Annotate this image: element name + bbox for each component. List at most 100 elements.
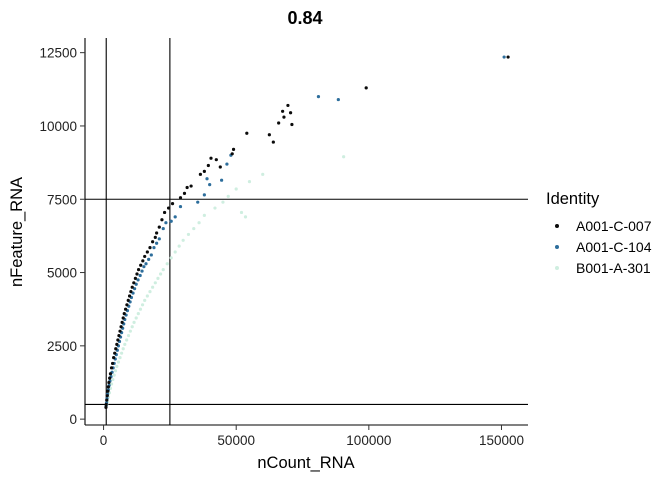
data-point: [156, 276, 160, 281]
x-tick-label: 0: [100, 433, 108, 448]
legend: Identity A001-C-007 A001-C-104 B001-A-301: [546, 190, 652, 276]
data-point: [152, 246, 156, 250]
y-tick-label: 12500: [39, 46, 77, 61]
data-point: [125, 303, 129, 307]
data-point: [138, 307, 143, 311]
data-point: [220, 178, 224, 182]
legend-items: A001-C-007 A001-C-104 B001-A-301: [555, 218, 652, 276]
data-point: [147, 257, 151, 261]
y-tick-label: 10000: [39, 119, 77, 134]
data-point: [196, 200, 200, 204]
data-point: [245, 131, 249, 135]
data-point: [155, 231, 159, 235]
data-point: [186, 232, 191, 237]
data-point: [113, 351, 117, 355]
data-point: [123, 342, 127, 346]
data-point: [206, 163, 210, 168]
legend-swatch: [555, 245, 559, 249]
data-point: [161, 226, 165, 231]
data-point: [134, 316, 138, 320]
data-point: [286, 103, 290, 108]
data-point: [226, 194, 230, 198]
data-point: [112, 373, 116, 377]
data-point: [117, 333, 121, 338]
data-point: [139, 263, 143, 267]
data-point: [178, 204, 183, 209]
data-point: [145, 250, 149, 254]
series-A001-C-104: [104, 55, 506, 408]
data-point: [225, 162, 229, 166]
data-point: [129, 290, 133, 294]
data-point: [112, 355, 116, 360]
data-point: [164, 221, 168, 225]
x-axis-title: nCount_RNA: [257, 454, 354, 472]
data-point: [136, 278, 140, 282]
x-tick-label: 150000: [479, 433, 524, 448]
data-point: [110, 361, 115, 366]
data-point: [178, 196, 183, 200]
data-point: [157, 225, 161, 229]
data-point: [153, 235, 157, 239]
data-point: [115, 342, 119, 346]
data-point: [288, 111, 293, 115]
data-point: [133, 276, 137, 281]
data-point: [151, 240, 155, 244]
data-point: [208, 182, 212, 187]
legend-title: Identity: [546, 190, 600, 208]
data-point: [153, 281, 157, 285]
data-point: [165, 262, 169, 266]
data-point: [141, 259, 145, 263]
data-point: [364, 86, 368, 90]
data-point: [169, 256, 173, 260]
data-point: [342, 155, 346, 159]
data-point: [136, 311, 140, 316]
data-point: [116, 360, 121, 364]
data-point: [143, 298, 147, 302]
data-point: [169, 219, 173, 223]
data-point: [166, 206, 171, 210]
data-point: [111, 377, 115, 382]
data-point: [230, 152, 234, 156]
data-point: [144, 262, 148, 266]
data-point: [202, 169, 206, 173]
data-point: [133, 287, 137, 291]
data-point: [143, 254, 147, 259]
data-point: [198, 172, 202, 176]
series-A001-C-007: [104, 55, 510, 410]
data-point: [130, 285, 134, 289]
data-point: [126, 298, 130, 302]
data-point: [134, 282, 138, 286]
y-tick-label: 5000: [47, 266, 77, 281]
data-point: [149, 253, 153, 257]
data-point: [115, 364, 119, 368]
data-point: [120, 320, 124, 324]
data-point: [189, 184, 193, 188]
data-point: [192, 226, 196, 231]
data-point: [182, 191, 187, 195]
data-point: [234, 187, 238, 191]
data-point: [104, 405, 108, 410]
data-point: [108, 372, 113, 376]
data-point: [105, 394, 109, 398]
data-point: [109, 382, 114, 386]
data-point: [170, 202, 175, 206]
y-axis-title: nFeature_RNA: [8, 177, 26, 287]
data-point: [336, 97, 340, 102]
legend-item: A001-C-104: [555, 239, 652, 255]
data-point: [282, 115, 286, 119]
legend-item: B001-A-301: [555, 260, 651, 276]
data-point: [145, 294, 149, 298]
data-point: [132, 281, 136, 285]
data-point: [159, 272, 163, 276]
data-point: [148, 246, 152, 250]
chart-title: 0.84: [287, 8, 322, 28]
data-point: [109, 366, 114, 370]
data-point: [125, 338, 129, 342]
y-tick-label: 2500: [47, 339, 77, 354]
data-point: [185, 185, 189, 190]
data-point: [502, 55, 506, 59]
legend-swatch: [555, 266, 559, 270]
data-point: [162, 210, 167, 215]
legend-label: B001-A-301: [576, 260, 651, 276]
data-point: [151, 285, 155, 289]
